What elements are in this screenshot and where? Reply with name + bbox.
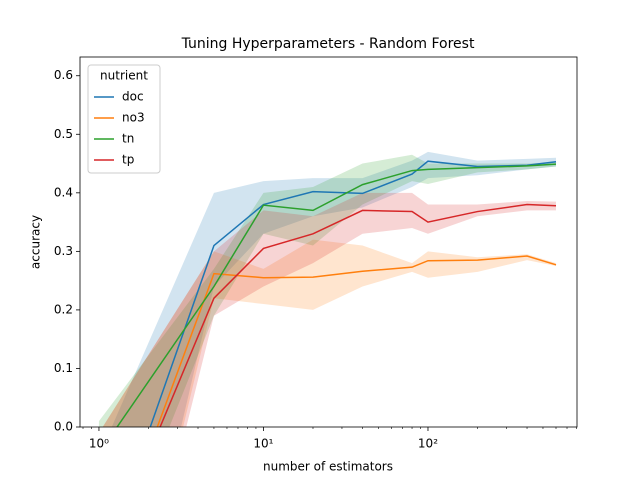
confidence-band <box>102 192 557 427</box>
series-line <box>149 160 557 427</box>
legend-label: tn <box>122 132 134 146</box>
x-tick-label: 10⁰ <box>89 437 109 451</box>
legend-box <box>87 64 161 174</box>
plot-area <box>98 151 557 427</box>
x-axis-label: number of estimators <box>263 460 393 474</box>
x-tick-label: 10² <box>418 437 438 451</box>
series-line <box>116 163 557 427</box>
confidence-band <box>98 154 557 427</box>
legend-label: tp <box>122 153 134 167</box>
legend-title: nutrient <box>100 69 148 83</box>
chart-title: Tuning Hyperparameters - Random Forest <box>181 36 475 52</box>
y-axis-label: accuracy <box>29 215 43 269</box>
confidence-band <box>111 151 557 427</box>
y-tick-label: 0.4 <box>54 185 73 199</box>
confidence-band <box>102 239 557 427</box>
legend-label: doc <box>122 90 144 104</box>
axes-frame <box>79 56 578 428</box>
series-line <box>159 203 557 427</box>
y-tick-label: 0.6 <box>54 68 73 82</box>
y-tick-label: 0.5 <box>54 127 73 141</box>
y-tick-label: 0.0 <box>54 420 73 434</box>
y-tick-label: 0.1 <box>54 361 73 375</box>
legend-label: no3 <box>122 111 145 125</box>
y-tick-label: 0.2 <box>54 302 73 316</box>
series-line <box>156 255 557 427</box>
x-tick-label: 10¹ <box>253 437 273 451</box>
y-tick-label: 0.3 <box>54 244 73 258</box>
